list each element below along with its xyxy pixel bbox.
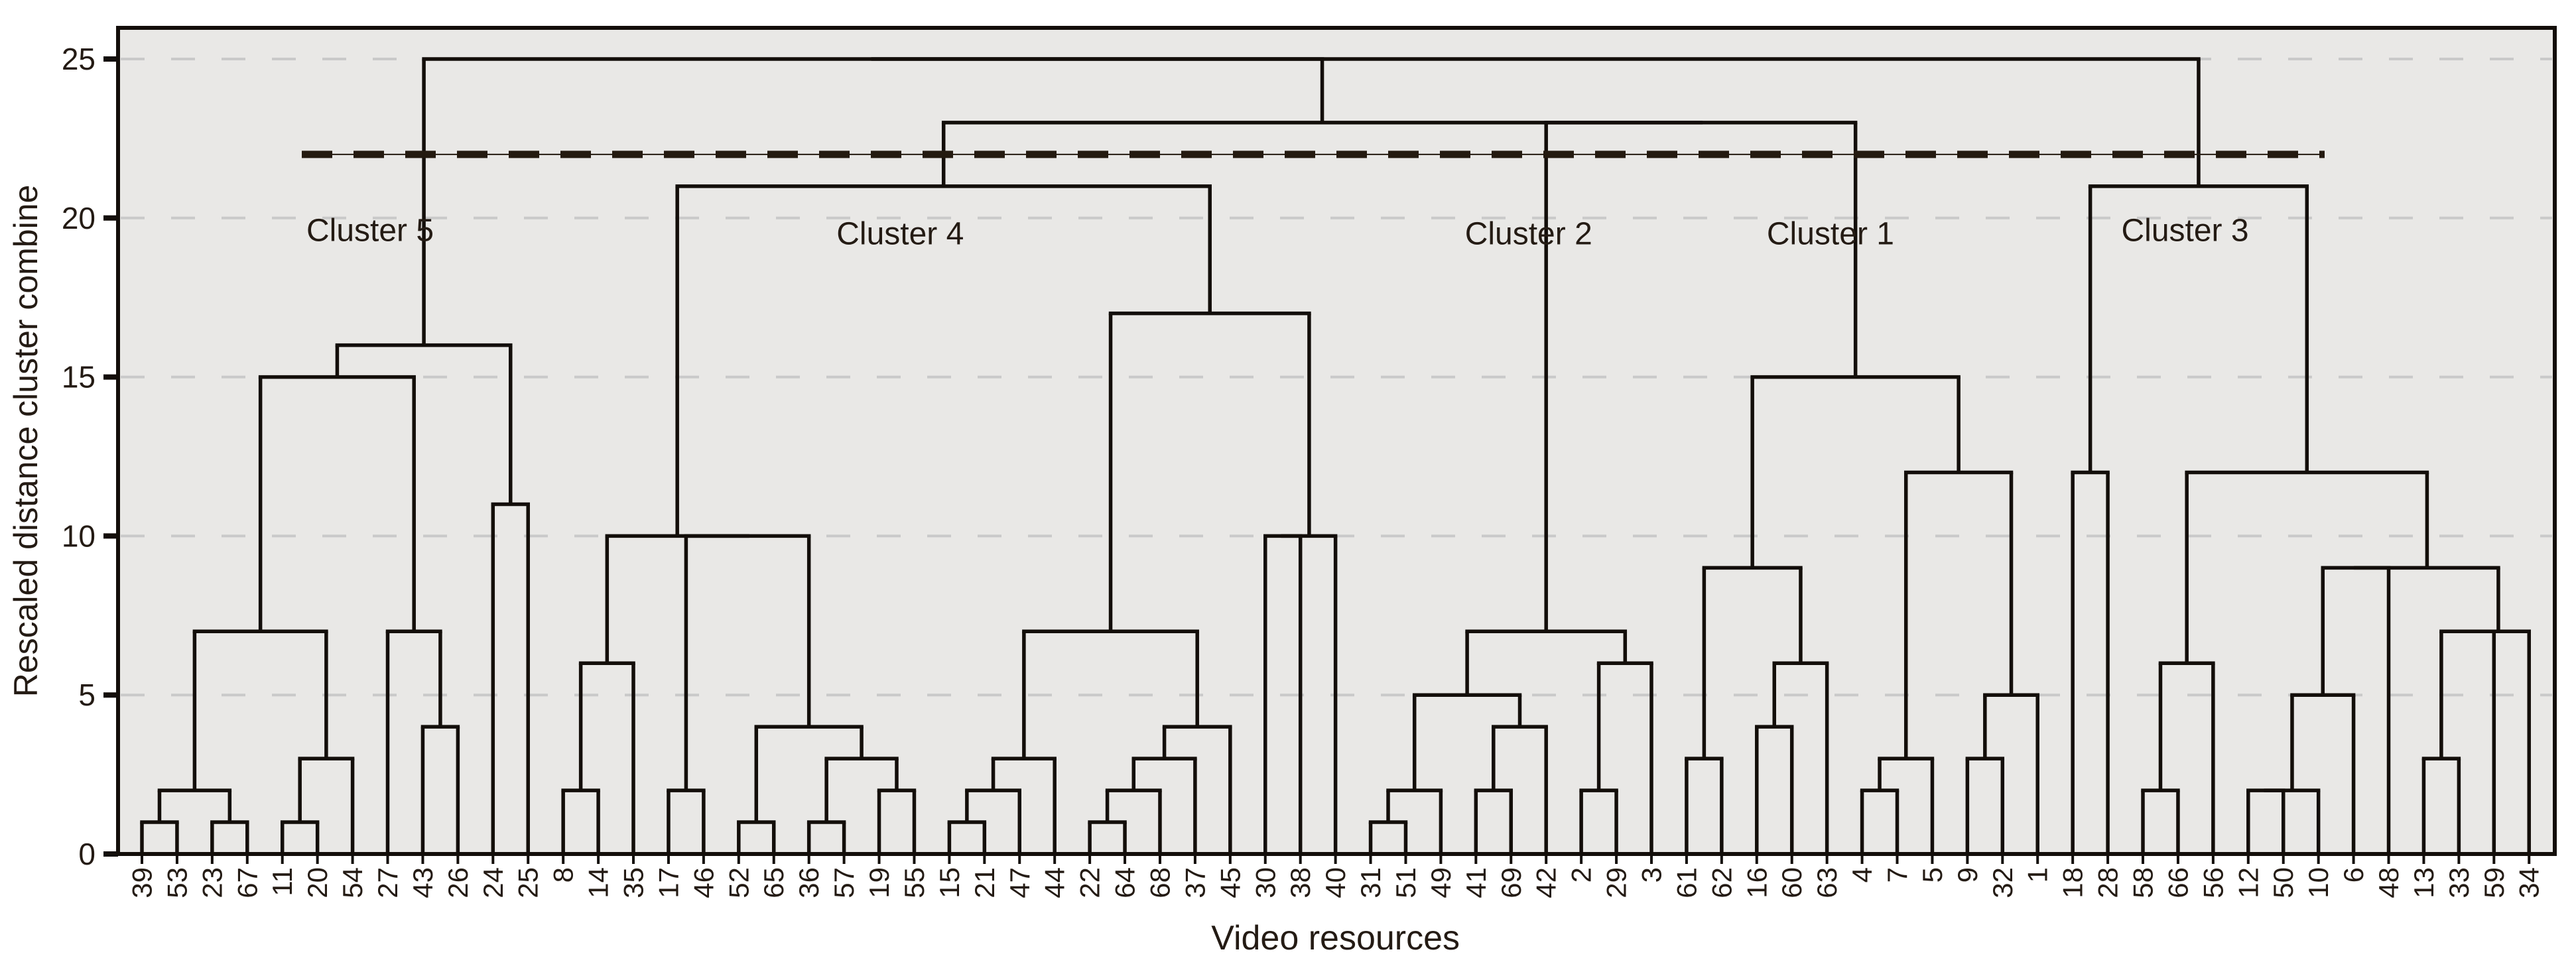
leaf-label-37: 37 <box>1179 867 1210 898</box>
leaf-label-34: 34 <box>2514 867 2545 898</box>
leaf-label-56: 56 <box>2197 867 2228 898</box>
cluster-label-cluster-3: Cluster 3 <box>2121 213 2248 248</box>
leaf-label-24: 24 <box>478 867 509 898</box>
leaf-label-58: 58 <box>2128 867 2159 898</box>
leaf-label-46: 46 <box>688 867 719 898</box>
y-axis <box>103 56 118 857</box>
y-tick-label-10: 10 <box>62 518 96 553</box>
leaf-label-64: 64 <box>1110 867 1141 898</box>
leaf-label-22: 22 <box>1074 867 1106 898</box>
leaf-label-7: 7 <box>1882 867 1913 883</box>
leaf-label-57: 57 <box>828 867 860 898</box>
leaf-label-21: 21 <box>969 867 1000 898</box>
leaf-label-39: 39 <box>127 867 158 898</box>
y-tick-label-25: 25 <box>62 42 96 76</box>
y-tick-label-5: 5 <box>78 678 96 712</box>
cluster-label-cluster-5: Cluster 5 <box>306 213 434 248</box>
x-axis-title: Video resources <box>1211 919 1460 957</box>
leaf-label-25: 25 <box>513 867 544 898</box>
leaf-label-66: 66 <box>2162 867 2193 898</box>
leaf-label-50: 50 <box>2268 867 2299 898</box>
leaf-label-8: 8 <box>548 867 579 883</box>
y-tick-label-20: 20 <box>62 201 96 235</box>
leaf-label-69: 69 <box>1496 867 1527 898</box>
leaf-label-26: 26 <box>442 867 474 898</box>
leaf-label-9: 9 <box>1952 867 1983 883</box>
leaf-label-10: 10 <box>2303 867 2334 898</box>
leaf-label-67: 67 <box>231 867 263 898</box>
leaf-label-53: 53 <box>161 867 192 898</box>
leaf-label-59: 59 <box>2479 867 2510 898</box>
leaf-label-41: 41 <box>1460 867 1492 898</box>
leaf-label-16: 16 <box>1741 867 1772 898</box>
leaf-label-28: 28 <box>2093 867 2124 898</box>
leaf-label-3: 3 <box>1636 867 1667 883</box>
leaf-label-47: 47 <box>1004 867 1035 898</box>
leaf-label-63: 63 <box>1811 867 1842 898</box>
leaf-label-32: 32 <box>1987 867 2018 898</box>
leaf-label-27: 27 <box>372 867 403 898</box>
leaf-label-52: 52 <box>723 867 754 898</box>
leaf-label-12: 12 <box>2232 867 2264 898</box>
leaf-label-43: 43 <box>407 867 438 898</box>
leaf-label-51: 51 <box>1390 867 1421 898</box>
leaf-label-33: 33 <box>2443 867 2475 898</box>
leaf-label-38: 38 <box>1285 867 1316 898</box>
leaf-label-20: 20 <box>302 867 333 898</box>
leaf-label-45: 45 <box>1214 867 1246 898</box>
leaf-label-17: 17 <box>653 867 684 898</box>
cluster-label-cluster-2: Cluster 2 <box>1465 216 1592 251</box>
leaf-label-18: 18 <box>2057 867 2089 898</box>
leaf-label-48: 48 <box>2373 867 2404 898</box>
leaf-label-40: 40 <box>1320 867 1351 898</box>
leaf-label-36: 36 <box>793 867 824 898</box>
cluster-label-cluster-1: Cluster 1 <box>1767 216 1894 251</box>
leaf-label-11: 11 <box>267 867 298 896</box>
leaf-label-5: 5 <box>1917 867 1948 883</box>
leaf-label-54: 54 <box>337 867 368 898</box>
leaf-label-13: 13 <box>2408 867 2439 898</box>
y-tick-label-0: 0 <box>78 837 96 871</box>
leaf-label-2: 2 <box>1566 867 1597 883</box>
leaf-label-14: 14 <box>583 867 614 898</box>
leaf-label-65: 65 <box>758 867 789 898</box>
leaf-label-55: 55 <box>899 867 930 898</box>
x-axis <box>141 854 2531 864</box>
cluster-label-cluster-4: Cluster 4 <box>836 216 964 251</box>
leaf-label-29: 29 <box>1601 867 1632 898</box>
leaf-label-61: 61 <box>1671 867 1702 898</box>
leaf-label-6: 6 <box>2338 867 2369 883</box>
dendrogram-tree <box>140 57 2531 854</box>
leaf-label-44: 44 <box>1039 867 1070 898</box>
leaf-label-62: 62 <box>1706 867 1737 898</box>
leaf-label-4: 4 <box>1846 867 1878 883</box>
leaf-label-35: 35 <box>618 867 649 898</box>
leaf-label-23: 23 <box>196 867 227 898</box>
leaf-label-42: 42 <box>1531 867 1562 898</box>
leaf-label-1: 1 <box>2022 867 2053 883</box>
leaf-label-19: 19 <box>864 867 895 898</box>
leaf-label-60: 60 <box>1776 867 1807 898</box>
leaf-label-15: 15 <box>934 867 965 898</box>
y-axis-title: Rescaled distance cluster combine <box>7 185 44 698</box>
leaf-label-49: 49 <box>1425 867 1456 898</box>
leaf-label-68: 68 <box>1144 867 1175 898</box>
leaf-label-31: 31 <box>1355 867 1386 898</box>
y-tick-label-15: 15 <box>62 360 96 395</box>
leaf-label-30: 30 <box>1250 867 1281 898</box>
